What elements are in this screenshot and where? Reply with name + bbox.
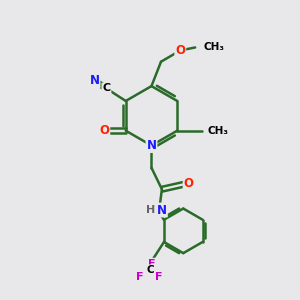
Text: N: N [157, 203, 167, 217]
Text: O: O [175, 44, 185, 57]
Text: N: N [146, 139, 157, 152]
Text: O: O [99, 124, 109, 137]
Text: CH₃: CH₃ [208, 126, 229, 136]
Text: C: C [102, 83, 110, 94]
Text: N: N [89, 74, 100, 87]
Text: F: F [155, 272, 163, 282]
Text: O: O [184, 177, 194, 190]
Text: C: C [146, 265, 154, 275]
Text: H: H [146, 205, 155, 215]
Text: CH₃: CH₃ [203, 43, 224, 52]
Text: F: F [136, 272, 144, 282]
Text: F: F [148, 259, 155, 269]
